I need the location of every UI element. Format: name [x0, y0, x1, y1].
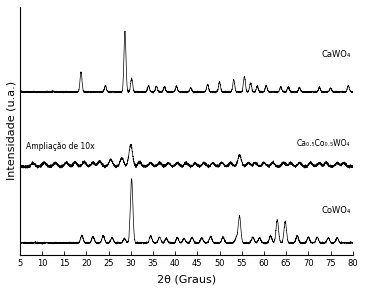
Y-axis label: Intensidade (u.a.): Intensidade (u.a.) [7, 81, 17, 180]
Text: Ampliação de 10x: Ampliação de 10x [26, 142, 95, 151]
Text: Ca₀.₅Co₀.₅WO₄: Ca₀.₅Co₀.₅WO₄ [297, 139, 350, 148]
Text: CoWO₄: CoWO₄ [321, 206, 350, 215]
X-axis label: 2θ (Graus): 2θ (Graus) [157, 274, 216, 284]
Text: CaWO₄: CaWO₄ [321, 50, 350, 59]
